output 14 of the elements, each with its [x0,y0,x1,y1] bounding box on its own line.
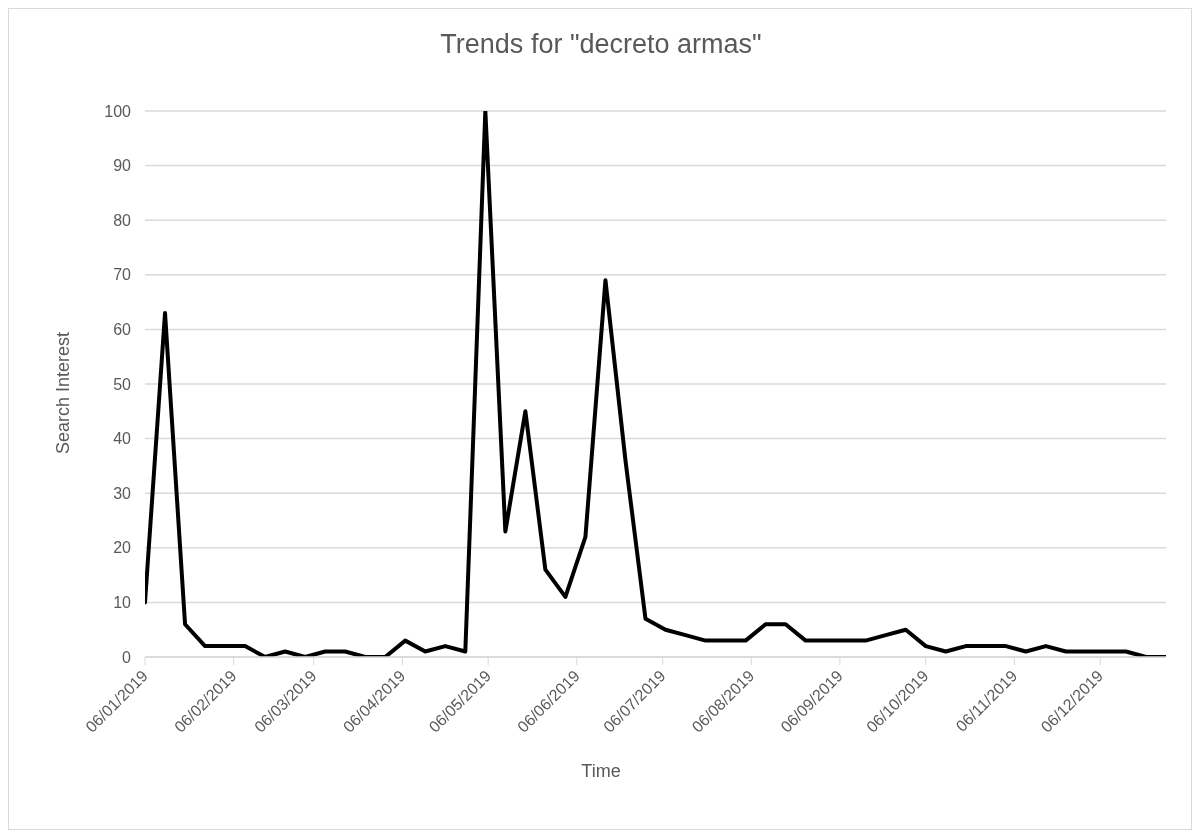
y-tick-label: 80 [113,211,132,229]
y-tick-label: 50 [113,375,132,393]
x-axis-title: Time [580,761,622,782]
y-tick-label: 10 [113,594,132,612]
chart-title: Trends for "decreto armas" [439,29,763,60]
y-tick-label: 20 [113,539,132,557]
y-axis-title: Search Interest [52,331,74,455]
y-tick-label: 30 [113,484,132,502]
y-tick-label: 0 [122,648,132,666]
y-tick-label: 90 [113,157,132,175]
y-tick-label: 100 [104,102,132,120]
y-tick-label: 70 [113,266,132,284]
y-tick-label: 40 [113,430,132,448]
y-tick-label: 60 [113,321,132,339]
